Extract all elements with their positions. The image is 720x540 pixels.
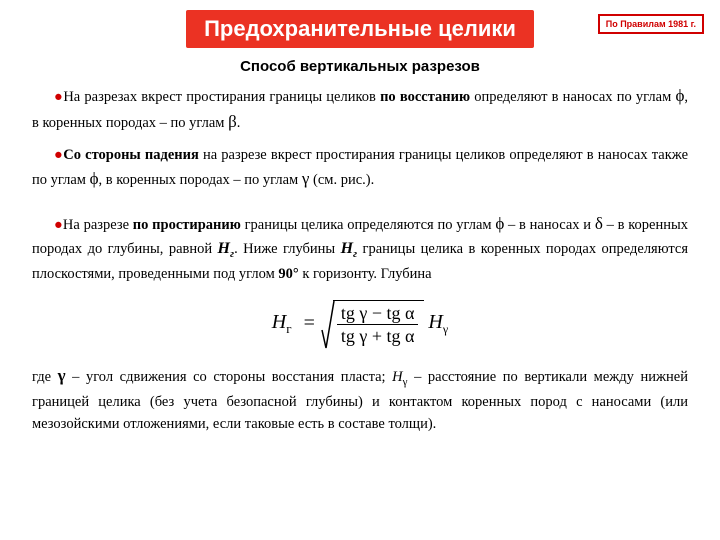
bullet-icon: ●	[54, 217, 63, 233]
formula: Hг = tg γ − tg α tg γ + tg α Hγ	[32, 300, 688, 347]
paragraph-4: где γ – угол сдвижения со стороны восста…	[32, 363, 688, 436]
rules-badge: По Правилам 1981 г.	[598, 14, 704, 34]
paragraph-2: ●Со стороны падения на разрезе вкрест пр…	[32, 144, 688, 193]
bullet-icon: ●	[54, 89, 63, 105]
body-text: ●На разрезах вкрест простирания границы …	[0, 83, 720, 436]
paragraph-1: ●На разрезах вкрест простирания границы …	[32, 83, 688, 136]
subtitle: Способ вертикальных разрезов	[0, 58, 720, 75]
page-title: Предохранительные целики	[186, 10, 534, 48]
bullet-icon: ●	[54, 147, 63, 163]
paragraph-3: ●На разрезе по простиранию границы целик…	[32, 211, 688, 286]
